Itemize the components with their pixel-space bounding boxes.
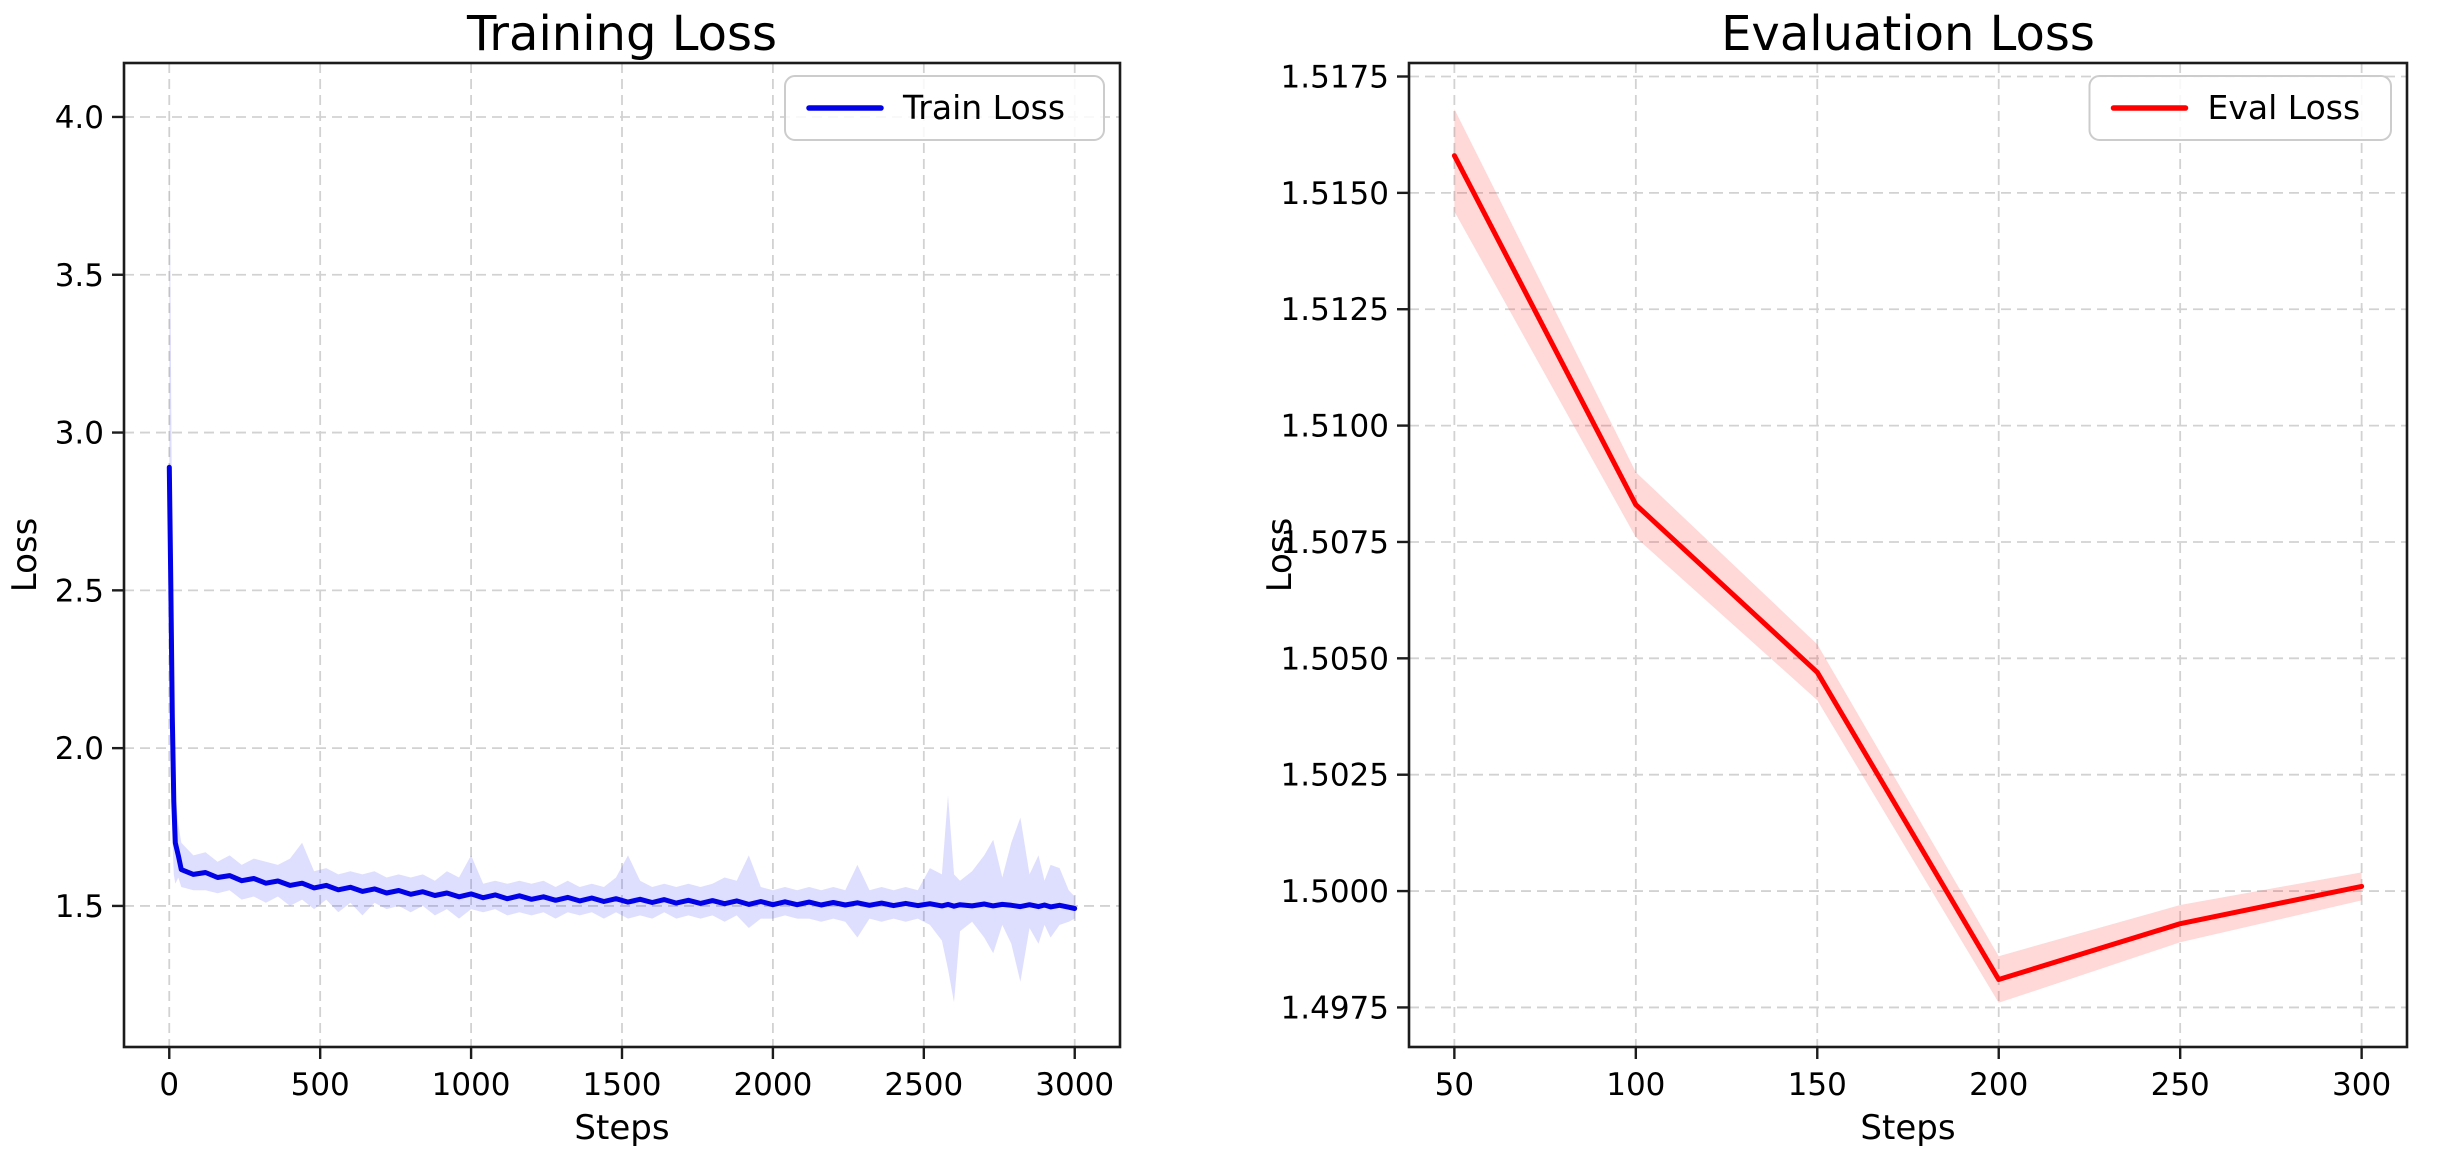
train-ylabel: Loss: [5, 518, 45, 593]
train-ytick-label: 2.0: [55, 731, 104, 767]
eval-title: Evaluation Loss: [1721, 6, 2095, 62]
train-xtick-label: 2500: [884, 1067, 963, 1103]
eval-ytick-label: 1.4975: [1281, 990, 1389, 1026]
train-legend-label: Train Loss: [902, 88, 1065, 127]
eval-xlabel: Steps: [1860, 1108, 1955, 1148]
eval-ytick-label: 1.5125: [1281, 292, 1389, 328]
eval-ytick-label: 1.5075: [1281, 525, 1389, 561]
train-ytick-label: 3.0: [55, 416, 104, 452]
eval-line: [1451, 153, 2365, 982]
eval-ylabel: Loss: [1260, 518, 1300, 593]
eval-spines: [1407, 61, 2409, 1049]
eval-legend: Eval Loss: [2088, 75, 2392, 141]
eval-xtick-label: 150: [1788, 1067, 1847, 1103]
train-ytick-label: 4.0: [55, 100, 104, 136]
eval-legend-label: Eval Loss: [2208, 88, 2361, 127]
eval-xtick-label: 250: [2151, 1067, 2210, 1103]
eval-legend-box: [2088, 75, 2392, 141]
eval-ytick-label: 1.5025: [1281, 758, 1389, 794]
train-xtick-label: 1500: [583, 1067, 662, 1103]
train-xlabel: Steps: [574, 1108, 669, 1148]
eval-plot-area: [1409, 63, 2407, 1047]
train-xtick-label: 1000: [432, 1067, 511, 1103]
eval-chart: 50 100 150 200 250 300 1.5175 1.5150 1.5125 1.510…: [1260, 6, 2409, 1148]
train-band: [169, 107, 1075, 1003]
train-xtick-label: 0: [159, 1067, 179, 1103]
train-xtick-label: 3000: [1035, 1067, 1114, 1103]
eval-xtick-label: 300: [2332, 1067, 2391, 1103]
train-line: [166, 464, 1078, 911]
eval-ytick-label: 1.5100: [1281, 409, 1389, 445]
eval-xtick-label: 50: [1435, 1067, 1474, 1103]
train-chart: 0 500 1000 1500 2000 2500 3000 4.0 3.5 3.0 2.5 2.0 1…: [5, 6, 1122, 1148]
eval-ytick-label: 1.5175: [1281, 59, 1389, 95]
eval-ytick-label: 1.5150: [1281, 176, 1389, 212]
eval-ytick-label: 1.5050: [1281, 641, 1389, 677]
eval-xtick-label: 100: [1606, 1067, 1665, 1103]
train-xtick-label: 2000: [733, 1067, 812, 1103]
eval-xtick-label: 200: [1969, 1067, 2028, 1103]
eval-ytick-label: 1.5000: [1281, 874, 1389, 910]
train-title: Training Loss: [466, 6, 777, 62]
train-ytick-label: 2.5: [55, 573, 104, 609]
train-legend-box: [784, 75, 1105, 141]
train-xtick-label: 500: [291, 1067, 350, 1103]
train-legend: Train Loss: [784, 75, 1105, 141]
train-ytick-label: 1.5: [55, 889, 104, 925]
train-ytick-label: 3.5: [55, 258, 104, 294]
